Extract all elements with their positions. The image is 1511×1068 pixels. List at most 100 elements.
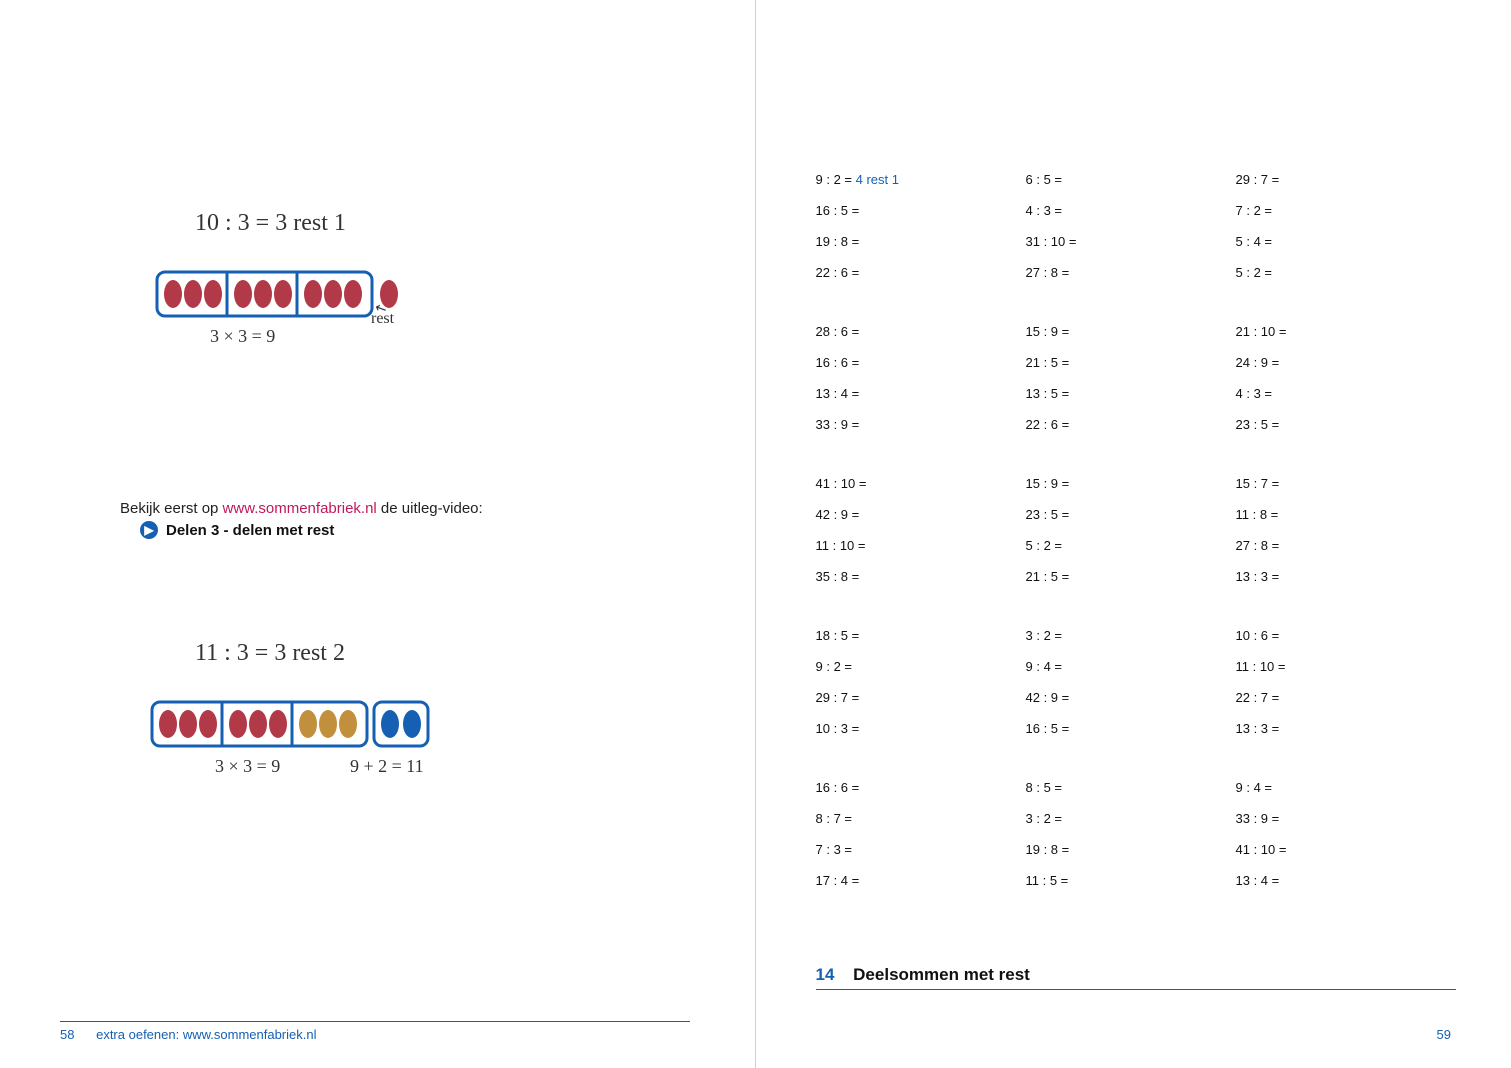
problem-item: 5 : 2 =: [1026, 530, 1236, 561]
problem-item: 9 : 2 =: [816, 651, 1026, 682]
problem-column: 6 : 5 =4 : 3 =31 : 10 =27 : 8 =: [1026, 164, 1236, 288]
problem-block: 41 : 10 =42 : 9 =11 : 10 =35 : 8 =15 : 9…: [816, 468, 1456, 592]
example1-product: 3 × 3 = 9: [210, 326, 275, 347]
example1-equation: 10 : 3 = 3 rest 1: [195, 210, 346, 237]
problem-item: 16 : 6 =: [816, 772, 1026, 803]
problem-item: 13 : 3 =: [1236, 561, 1446, 592]
problem-item: 42 : 9 =: [816, 499, 1026, 530]
instruction-bullet: ▶ Delen 3 - delen met rest: [140, 521, 483, 539]
problem-column: 9 : 2 = 4 rest 116 : 5 =19 : 8 =22 : 6 =: [816, 164, 1026, 288]
problem-item: 19 : 8 =: [816, 226, 1026, 257]
problem-item: 10 : 6 =: [1236, 620, 1446, 651]
footer-left-text: extra oefenen: www.sommenfabriek.nl: [96, 1027, 316, 1042]
problem-item: 11 : 10 =: [1236, 651, 1446, 682]
problem-item: 9 : 4 =: [1026, 651, 1236, 682]
problem-item: 23 : 5 =: [1026, 499, 1236, 530]
problem-item: 3 : 2 =: [1026, 803, 1236, 834]
problem-column: 8 : 5 =3 : 2 =19 : 8 =11 : 5 =: [1026, 772, 1236, 896]
problem-item: 33 : 9 =: [816, 409, 1026, 440]
problem-item: 16 : 6 =: [816, 347, 1026, 378]
problem-item: 22 : 7 =: [1236, 682, 1446, 713]
problem-item: 29 : 7 =: [1236, 164, 1446, 195]
instruction-block: Bekijk eerst op www.sommenfabriek.nl de …: [120, 500, 483, 539]
problem-item: 27 : 8 =: [1236, 530, 1446, 561]
problem-item: 21 : 10 =: [1236, 316, 1446, 347]
problem-item: 41 : 10 =: [1236, 834, 1446, 865]
problem-item: 28 : 6 =: [816, 316, 1026, 347]
problem-item: 8 : 5 =: [1026, 772, 1236, 803]
problem-column: 15 : 9 =23 : 5 =5 : 2 =21 : 5 =: [1026, 468, 1236, 592]
problem-item: 29 : 7 =: [816, 682, 1026, 713]
problem-item: 41 : 10 =: [816, 468, 1026, 499]
problem-column: 28 : 6 =16 : 6 =13 : 4 =33 : 9 =: [816, 316, 1026, 440]
problem-item: 21 : 5 =: [1026, 347, 1236, 378]
problem-column: 18 : 5 =9 : 2 =29 : 7 =10 : 3 =: [816, 620, 1026, 744]
problem-item: 9 : 4 =: [1236, 772, 1446, 803]
problem-item: 4 : 3 =: [1026, 195, 1236, 226]
problem-item: 10 : 3 =: [816, 713, 1026, 744]
right-page: 9 : 2 = 4 rest 116 : 5 =19 : 8 =22 : 6 =…: [756, 0, 1511, 1068]
problem-column: 29 : 7 =7 : 2 =5 : 4 =5 : 2 =: [1236, 164, 1446, 288]
problem-item: 7 : 2 =: [1236, 195, 1446, 226]
problem-column: 15 : 9 =21 : 5 =13 : 5 =22 : 6 =: [1026, 316, 1236, 440]
problem-item: 13 : 4 =: [816, 378, 1026, 409]
problem-item: 23 : 5 =: [1236, 409, 1446, 440]
problem-item: 22 : 6 =: [1026, 409, 1236, 440]
play-icon: ▶: [140, 521, 158, 539]
problem-block: 28 : 6 =16 : 6 =13 : 4 =33 : 9 =15 : 9 =…: [816, 316, 1456, 440]
problem-question: 9 : 2 =: [816, 172, 853, 187]
problem-item: 4 : 3 =: [1236, 378, 1446, 409]
problem-item: 11 : 8 =: [1236, 499, 1446, 530]
problem-item: 19 : 8 =: [1026, 834, 1236, 865]
example2-sum: 9 + 2 = 11: [350, 756, 424, 777]
problem-item: 17 : 4 =: [816, 865, 1026, 896]
instruction-link[interactable]: www.sommenfabriek.nl: [223, 500, 377, 517]
instruction-line-1: Bekijk eerst op www.sommenfabriek.nl de …: [120, 500, 483, 517]
instruction-suffix: de uitleg-video:: [377, 500, 483, 517]
problem-item: 21 : 5 =: [1026, 561, 1236, 592]
problem-item: 15 : 7 =: [1236, 468, 1446, 499]
problem-item: 6 : 5 =: [1026, 164, 1236, 195]
instruction-bullet-text: Delen 3 - delen met rest: [166, 522, 334, 539]
problem-item: 3 : 2 =: [1026, 620, 1236, 651]
problem-item: 18 : 5 =: [816, 620, 1026, 651]
problem-item: 11 : 5 =: [1026, 865, 1236, 896]
problem-item: 7 : 3 =: [816, 834, 1026, 865]
left-page: 10 : 3 = 3 rest 1: [0, 0, 756, 1068]
section-number: 14: [816, 965, 835, 984]
problem-item: 8 : 7 =: [816, 803, 1026, 834]
problem-block: 9 : 2 = 4 rest 116 : 5 =19 : 8 =22 : 6 =…: [816, 164, 1456, 288]
problem-item: 16 : 5 =: [816, 195, 1026, 226]
left-page-number: 58: [60, 1027, 74, 1042]
problem-item: 42 : 9 =: [1026, 682, 1236, 713]
problem-item: 11 : 10 =: [816, 530, 1026, 561]
problem-item: 33 : 9 =: [1236, 803, 1446, 834]
problem-item: 5 : 4 =: [1236, 226, 1446, 257]
example2-equation: 11 : 3 = 3 rest 2: [195, 640, 345, 667]
page-spread: 10 : 3 = 3 rest 1: [0, 0, 1511, 1068]
problem-item: 13 : 5 =: [1026, 378, 1236, 409]
footer-left: 58 extra oefenen: www.sommenfabriek.nl: [60, 1021, 690, 1042]
problem-item: 31 : 10 =: [1026, 226, 1236, 257]
problem-item: 9 : 2 = 4 rest 1: [816, 164, 1026, 195]
problem-block: 16 : 6 =8 : 7 =7 : 3 =17 : 4 =8 : 5 =3 :…: [816, 772, 1456, 896]
problem-column: 10 : 6 =11 : 10 =22 : 7 =13 : 3 =: [1236, 620, 1446, 744]
example2-product: 3 × 3 = 9: [215, 756, 280, 777]
problem-block: 18 : 5 =9 : 2 =29 : 7 =10 : 3 =3 : 2 =9 …: [816, 620, 1456, 744]
problem-answer: 4 rest 1: [852, 172, 899, 187]
problem-item: 5 : 2 =: [1236, 257, 1446, 288]
example2-diagram: [150, 700, 450, 755]
problem-column: 3 : 2 =9 : 4 =42 : 9 =16 : 5 =: [1026, 620, 1236, 744]
problem-item: 15 : 9 =: [1026, 468, 1236, 499]
problem-item: 35 : 8 =: [816, 561, 1026, 592]
problem-column: 9 : 4 =33 : 9 =41 : 10 =13 : 4 =: [1236, 772, 1446, 896]
problem-column: 21 : 10 =24 : 9 =4 : 3 =23 : 5 =: [1236, 316, 1446, 440]
instruction-prefix: Bekijk eerst op: [120, 500, 223, 517]
problem-item: 24 : 9 =: [1236, 347, 1446, 378]
problem-item: 13 : 4 =: [1236, 865, 1446, 896]
problem-item: 15 : 9 =: [1026, 316, 1236, 347]
example1-rest-label: rest: [371, 310, 394, 328]
section-title: Deelsommen met rest: [853, 965, 1030, 984]
problem-item: 22 : 6 =: [816, 257, 1026, 288]
problems-grid: 9 : 2 = 4 rest 116 : 5 =19 : 8 =22 : 6 =…: [816, 164, 1456, 924]
